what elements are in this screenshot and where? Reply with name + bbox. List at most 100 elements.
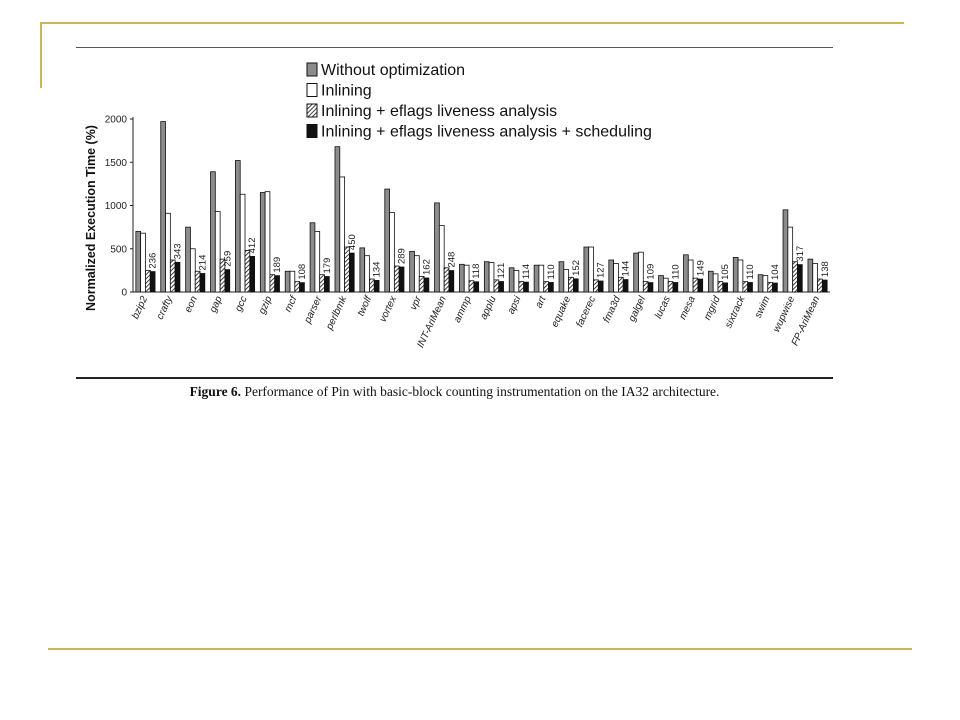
bar-hatched (443, 267, 450, 293)
bar-hatched (717, 281, 724, 293)
x-tick-label: applu (478, 294, 498, 321)
bar-black (672, 282, 679, 293)
bar-hatched (145, 269, 151, 293)
bar-white (488, 262, 495, 293)
bar-gray (558, 261, 565, 293)
data-label: 343 (173, 243, 184, 259)
figure-caption: Figure 6. Performance of Pin with basic-… (76, 384, 833, 400)
bar-white (737, 259, 744, 293)
bar-black (348, 252, 355, 293)
bar-black (473, 281, 480, 293)
y-tick-label: 0 (121, 288, 127, 299)
bar-white (140, 232, 146, 293)
bar-gray (210, 171, 216, 293)
bar-black (398, 266, 405, 293)
x-tick-label: ammp (452, 294, 474, 324)
data-label: 110 (745, 264, 756, 279)
x-tick-label: wupwise (771, 294, 797, 334)
bar-hatched (518, 281, 525, 293)
x-tick-label: gcc (233, 295, 250, 314)
legend-label: Inlining (321, 83, 372, 100)
bar-gray (608, 259, 615, 293)
x-tick-label: equake (550, 294, 574, 329)
bar-white (389, 212, 395, 293)
legend-label: Without optimization (321, 62, 465, 79)
data-label: 110 (670, 264, 681, 279)
data-label: 450 (347, 234, 358, 250)
bar-white (264, 191, 271, 293)
x-tick-label: sixtrack (723, 294, 748, 330)
bar-gray (732, 256, 739, 293)
x-tick-label: mgrid (702, 294, 723, 322)
bar-white (513, 269, 520, 293)
x-tick-label: mesa (678, 294, 698, 321)
slide-bottom-line (48, 648, 912, 650)
bar-white (712, 273, 719, 293)
bar-white (289, 270, 296, 293)
figure-top-rule (76, 47, 833, 48)
bar-gray (459, 263, 465, 293)
bar-white (364, 255, 370, 293)
x-tick-label: facerec (574, 295, 598, 329)
data-label: 138 (820, 261, 831, 277)
bar-white (165, 212, 171, 293)
bar-black (199, 273, 206, 293)
x-tick-label: bzip2 (130, 294, 150, 321)
bar-gray (334, 146, 341, 293)
bar-hatched (692, 277, 699, 293)
bar-hatched (792, 261, 798, 293)
x-tick-label: lucas (653, 295, 673, 321)
x-tick-label: apsi (506, 294, 524, 316)
bar-gray (583, 246, 590, 293)
bar-black (821, 279, 828, 293)
legend-label: Inlining + eflags liveness analysis (321, 103, 557, 120)
data-label: 134 (372, 262, 383, 278)
legend-label: Inlining + eflags liveness analysis + sc… (321, 124, 652, 141)
y-tick-label: 500 (110, 244, 127, 255)
bar-black (548, 282, 554, 293)
bar-white (787, 226, 794, 293)
bar-hatched (344, 246, 350, 293)
bar-black (772, 282, 778, 293)
figure-bottom-rule (76, 377, 833, 379)
x-tick-label: parser (302, 294, 325, 326)
slide-top-line (40, 22, 904, 24)
bar-black (722, 282, 728, 293)
bar-white (190, 248, 196, 293)
x-tick-label: art (534, 294, 549, 310)
bar-hatched (194, 270, 201, 293)
bar-gray (359, 247, 366, 293)
bar-gray (533, 264, 540, 293)
data-label: 317 (795, 246, 806, 262)
bar-hatched (543, 281, 549, 293)
data-label: 179 (322, 258, 333, 274)
bar-black (224, 269, 231, 293)
data-label: 127 (596, 262, 607, 278)
bar-hatched (618, 276, 624, 293)
data-label: 144 (621, 261, 632, 277)
slide-left-line (40, 22, 42, 88)
bar-hatched (418, 276, 425, 293)
bar-white (762, 275, 769, 293)
data-label: 412 (247, 238, 258, 254)
bar-hatched (817, 278, 823, 293)
bar-black (324, 276, 330, 293)
data-label: 104 (770, 264, 781, 280)
x-tick-label: perlbmk (324, 294, 350, 333)
bar-hatched (642, 281, 649, 293)
bar-white (662, 277, 669, 293)
bar-white (239, 193, 246, 293)
x-tick-label: gap (208, 294, 225, 314)
bar-hatched (294, 281, 301, 293)
bar-gray (160, 121, 166, 293)
bar-gray (508, 267, 515, 293)
data-label: 108 (297, 264, 308, 280)
bar-gray (633, 252, 639, 293)
bar-gray (259, 192, 266, 293)
bar-white (438, 224, 445, 293)
data-label: 162 (421, 259, 432, 275)
x-tick-label: fma3d (601, 294, 623, 324)
y-tick-label: 2000 (105, 115, 128, 126)
data-label: 114 (521, 264, 532, 279)
